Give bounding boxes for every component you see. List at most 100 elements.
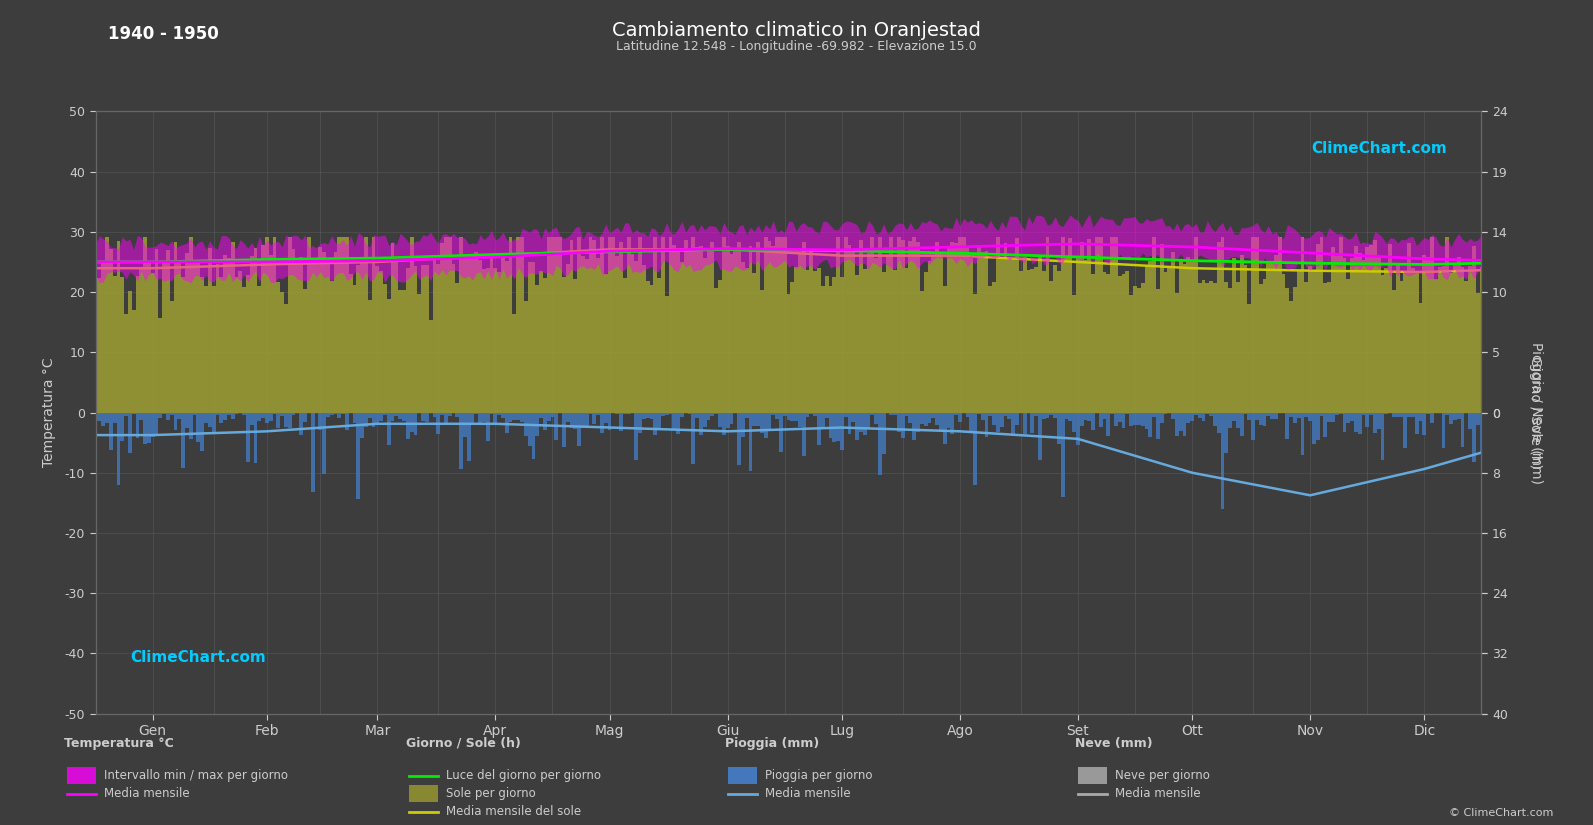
Bar bbox=[957, 412, 962, 422]
Bar bbox=[695, 412, 699, 417]
Bar bbox=[916, 242, 919, 412]
Bar bbox=[277, 281, 280, 412]
Bar bbox=[1464, 280, 1469, 412]
Bar bbox=[151, 273, 155, 412]
Bar bbox=[1144, 412, 1149, 430]
Bar bbox=[245, 412, 250, 462]
Bar bbox=[946, 247, 951, 412]
Bar bbox=[349, 412, 352, 413]
Text: ClimeChart.com: ClimeChart.com bbox=[1311, 142, 1446, 157]
Bar bbox=[1034, 266, 1039, 412]
Bar bbox=[699, 412, 703, 435]
Bar bbox=[1000, 412, 1004, 427]
Bar bbox=[703, 257, 707, 412]
Bar bbox=[242, 287, 245, 412]
Bar bbox=[147, 261, 151, 412]
Bar bbox=[604, 274, 607, 412]
Bar bbox=[757, 412, 760, 426]
Bar bbox=[1012, 258, 1015, 412]
Bar bbox=[1144, 266, 1149, 412]
Bar bbox=[1362, 260, 1365, 412]
Bar bbox=[497, 271, 502, 412]
Bar bbox=[977, 247, 981, 412]
Bar bbox=[1220, 412, 1225, 509]
Bar bbox=[486, 412, 489, 441]
Bar bbox=[543, 412, 546, 430]
Bar bbox=[1168, 412, 1171, 413]
Bar bbox=[132, 310, 135, 412]
Bar bbox=[135, 276, 139, 412]
Bar bbox=[859, 412, 863, 432]
Bar bbox=[1395, 412, 1400, 417]
Bar bbox=[209, 248, 212, 412]
Bar bbox=[798, 252, 801, 412]
Bar bbox=[680, 412, 683, 417]
Text: Media mensile: Media mensile bbox=[104, 787, 190, 800]
Bar bbox=[1195, 237, 1198, 412]
Bar bbox=[1075, 412, 1080, 446]
Bar bbox=[1411, 267, 1415, 412]
Bar bbox=[620, 412, 623, 431]
Bar bbox=[1114, 237, 1118, 412]
Bar bbox=[1042, 412, 1045, 419]
Bar bbox=[1225, 412, 1228, 453]
Bar bbox=[658, 412, 661, 429]
Bar bbox=[1324, 412, 1327, 437]
Bar bbox=[814, 271, 817, 412]
Bar bbox=[730, 412, 733, 424]
Bar bbox=[863, 269, 867, 412]
Bar bbox=[730, 254, 733, 412]
Bar bbox=[368, 300, 371, 412]
Bar bbox=[444, 237, 448, 412]
Bar bbox=[330, 280, 333, 412]
Bar bbox=[855, 412, 859, 441]
Bar bbox=[105, 412, 108, 423]
Bar bbox=[1373, 412, 1376, 433]
Bar bbox=[981, 412, 984, 420]
Bar bbox=[1450, 412, 1453, 424]
Bar bbox=[570, 240, 573, 412]
Bar bbox=[1407, 412, 1411, 417]
Bar bbox=[319, 412, 322, 431]
Bar bbox=[1255, 237, 1258, 412]
Bar bbox=[1007, 257, 1012, 412]
Bar bbox=[787, 295, 790, 412]
Bar bbox=[546, 412, 551, 422]
Bar bbox=[951, 242, 954, 412]
Bar bbox=[223, 255, 226, 412]
Bar bbox=[1152, 237, 1157, 412]
Bar bbox=[1368, 245, 1373, 412]
Bar bbox=[327, 258, 330, 412]
Bar bbox=[527, 262, 532, 412]
Bar bbox=[581, 412, 585, 427]
Bar bbox=[1121, 412, 1126, 428]
Bar bbox=[650, 412, 653, 419]
Bar bbox=[973, 294, 977, 412]
Bar bbox=[573, 279, 577, 412]
Bar bbox=[699, 246, 703, 412]
Bar bbox=[878, 412, 883, 475]
Bar bbox=[459, 237, 464, 412]
Bar bbox=[108, 248, 113, 412]
Bar bbox=[790, 282, 795, 412]
Bar bbox=[519, 412, 524, 422]
Bar bbox=[782, 412, 787, 417]
Bar bbox=[924, 272, 927, 412]
Bar bbox=[787, 412, 790, 419]
Text: Neve (mm): Neve (mm) bbox=[1075, 737, 1153, 750]
Bar bbox=[825, 412, 828, 417]
Bar bbox=[1351, 412, 1354, 421]
Bar bbox=[1445, 412, 1450, 415]
Bar bbox=[382, 285, 387, 412]
Bar bbox=[284, 412, 288, 427]
Bar bbox=[1453, 412, 1456, 421]
Bar bbox=[779, 412, 782, 452]
Bar bbox=[1346, 412, 1351, 423]
Bar bbox=[1094, 237, 1099, 412]
Bar bbox=[1305, 412, 1308, 417]
Bar bbox=[253, 412, 258, 464]
Bar bbox=[988, 412, 992, 416]
Bar bbox=[970, 412, 973, 432]
Bar bbox=[623, 278, 626, 412]
Bar bbox=[193, 262, 196, 412]
